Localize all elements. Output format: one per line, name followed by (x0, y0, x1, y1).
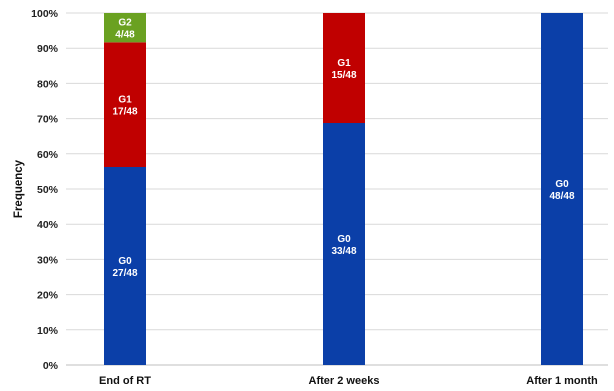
y-tick-label: 100% (31, 8, 59, 20)
bar-segment-g0 (323, 123, 365, 365)
x-axis-ticks: End of RT After 2 weeks After 1 month (99, 375, 598, 387)
y-tick-label: 10% (37, 325, 59, 337)
y-tick-label: 70% (37, 114, 59, 126)
y-tick-label: 20% (37, 290, 59, 302)
x-tick-label: After 1 month (526, 375, 598, 387)
segment-count-label: 15/48 (331, 70, 356, 81)
segment-grade-label: G1 (118, 95, 132, 106)
segment-grade-label: G1 (337, 58, 351, 69)
segment-count-label: 33/48 (331, 246, 356, 257)
bar-segment-g1 (323, 13, 365, 123)
segment-grade-label: G0 (118, 256, 132, 267)
segment-count-label: 48/48 (549, 191, 574, 202)
y-tick-label: 30% (37, 254, 59, 266)
y-axis-label: Frequency (13, 159, 25, 218)
y-tick-label: 80% (37, 78, 59, 90)
y-tick-label: 90% (37, 43, 59, 55)
y-axis-ticks: 0% 10% 20% 30% 40% 50% 60% 70% 80% 90% 100% (31, 8, 59, 372)
y-tick-label: 0% (43, 360, 59, 372)
segment-count-label: 27/48 (112, 268, 137, 279)
segment-count-label: 4/48 (115, 30, 135, 41)
y-tick-label: 40% (37, 219, 59, 231)
segment-count-label: 17/48 (112, 107, 137, 118)
y-tick-label: 50% (37, 184, 59, 196)
y-tick-label: 60% (37, 149, 59, 161)
bar-segment-g1 (104, 42, 146, 168)
bar-segment-g0 (104, 167, 146, 365)
segment-grade-label: G2 (118, 18, 132, 29)
bar-segment-g0 (541, 13, 583, 365)
segment-grade-label: G0 (555, 179, 569, 190)
x-tick-label: After 2 weeks (309, 375, 380, 387)
bars: G027/48G117/48G24/48G033/48G115/48G048/4… (104, 13, 583, 365)
x-tick-label: End of RT (99, 375, 151, 387)
bar-segment-g2 (104, 13, 146, 43)
segment-grade-label: G0 (337, 234, 351, 245)
